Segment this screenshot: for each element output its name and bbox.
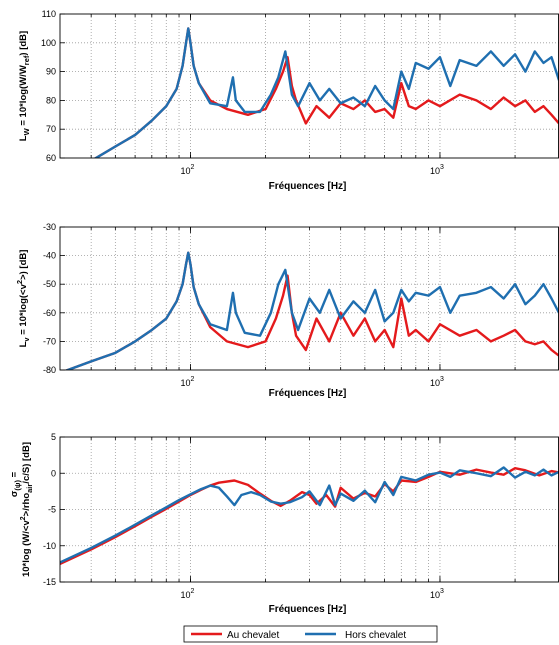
y-tick-label: -60 — [43, 308, 56, 318]
legend-label-hors-chevalet: Hors chevalet — [345, 630, 406, 641]
x-tick-label: 103 — [430, 164, 444, 176]
y-axis-label-line2: 10*log (W/<v2>/rhoair/c/S) [dB] — [20, 442, 34, 577]
series-line-hors-chevalet — [93, 27, 559, 158]
x-tick-label: 103 — [430, 376, 444, 388]
y-tick-label: 90 — [46, 67, 56, 77]
y-tick-label: 5 — [51, 432, 56, 442]
y-tick-label: 80 — [46, 95, 56, 105]
series-line-hors-chevalet — [60, 466, 559, 564]
series-line-hors-chevalet — [64, 251, 559, 370]
chart-panel-2: -80 -70 -60 -50 -40 -30 102 103 Fréquences [Hz] L… — [15, 222, 559, 399]
y-tick-label: 0 — [51, 468, 56, 478]
chart-panel-3: -15 -10 -5 0 5 102 103 Fréquences [Hz] σ(ψ) =10*… — [9, 432, 559, 615]
x-tick-label: 102 — [180, 164, 194, 176]
legend: Au chevalet Hors chevalet — [183, 625, 438, 643]
x-axis-label: Fréquences [Hz] — [269, 604, 347, 615]
y-tick-label: -80 — [43, 365, 56, 375]
y-tick-label: -50 — [43, 279, 56, 289]
y-axis-label-line1: σ(ψ) = — [9, 471, 22, 497]
x-tick-label: 102 — [180, 376, 194, 388]
y-tick-label: -10 — [43, 541, 56, 551]
y-tick-label: -40 — [43, 251, 56, 261]
y-tick-label: 60 — [46, 153, 56, 163]
legend-label-au-chevalet: Au chevalet — [227, 630, 279, 641]
y-tick-label: -30 — [43, 222, 56, 232]
y-axis-label: Lv = 10*log(<v2>) [dB] — [15, 250, 31, 348]
x-axis-label: Fréquences [Hz] — [269, 388, 347, 399]
y-tick-label: -70 — [43, 336, 56, 346]
y-axis-label: LW = 10*log(W/Wref) [dB] — [18, 31, 31, 141]
x-tick-label: 103 — [430, 588, 444, 600]
x-tick-label: 102 — [180, 588, 194, 600]
chart-panel-1: 60 70 80 90 100 110 102 103 Fréquences [Hz] LW = … — [18, 9, 559, 192]
y-tick-label: 110 — [42, 9, 56, 19]
y-tick-label: 100 — [41, 38, 56, 48]
y-tick-label: -15 — [43, 577, 56, 587]
y-tick-label: -5 — [48, 505, 56, 515]
x-axis-label: Fréquences [Hz] — [269, 181, 347, 192]
y-tick-label: 70 — [46, 124, 56, 134]
